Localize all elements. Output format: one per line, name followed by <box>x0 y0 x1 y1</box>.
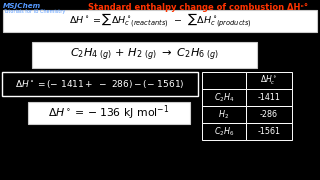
Text: -1411: -1411 <box>258 93 280 102</box>
FancyBboxPatch shape <box>202 72 246 89</box>
Text: -286: -286 <box>260 110 278 119</box>
Text: $C_2H_{4\ (g)}$ + $H_{2\ (g)}$ $\rightarrow$ $C_2H_{6\ (g)}$: $C_2H_{4\ (g)}$ + $H_{2\ (g)}$ $\rightar… <box>70 47 219 63</box>
Text: $\Delta H^\circ = -136\ \mathrm{kJ\ mol}^{-1}$: $\Delta H^\circ = -136\ \mathrm{kJ\ mol}… <box>48 104 170 122</box>
FancyBboxPatch shape <box>2 72 198 96</box>
Text: -1561: -1561 <box>258 127 281 136</box>
Text: MSJChem: MSJChem <box>3 3 41 9</box>
Text: $C_2H_4$: $C_2H_4$ <box>214 91 234 104</box>
Text: $\Delta H^\circ_c$: $\Delta H^\circ_c$ <box>260 74 278 87</box>
Text: $\Delta H^\circ = \sum\Delta H^\circ_{c\ (reactants)}$  $-$  $\sum\Delta H^\circ: $\Delta H^\circ = \sum\Delta H^\circ_{c\… <box>68 12 252 30</box>
FancyBboxPatch shape <box>202 123 246 140</box>
Text: $\Delta H^\circ = (-\ 1411 +\ -\ 286) - (-\ 1561)$: $\Delta H^\circ = (-\ 1411 +\ -\ 286) - … <box>15 78 185 90</box>
Text: $H_2$: $H_2$ <box>219 108 229 121</box>
FancyBboxPatch shape <box>32 42 257 68</box>
Text: Tutorials for IB Chemistry: Tutorials for IB Chemistry <box>3 9 65 14</box>
FancyBboxPatch shape <box>3 10 317 32</box>
Text: $C_2H_6$: $C_2H_6$ <box>214 125 234 138</box>
Text: Standard enthalpy change of combustion ΔHᶜ°: Standard enthalpy change of combustion Δ… <box>88 3 308 12</box>
FancyBboxPatch shape <box>246 89 292 106</box>
FancyBboxPatch shape <box>246 123 292 140</box>
FancyBboxPatch shape <box>202 106 246 123</box>
FancyBboxPatch shape <box>246 106 292 123</box>
FancyBboxPatch shape <box>202 89 246 106</box>
FancyBboxPatch shape <box>246 72 292 89</box>
FancyBboxPatch shape <box>28 102 190 124</box>
